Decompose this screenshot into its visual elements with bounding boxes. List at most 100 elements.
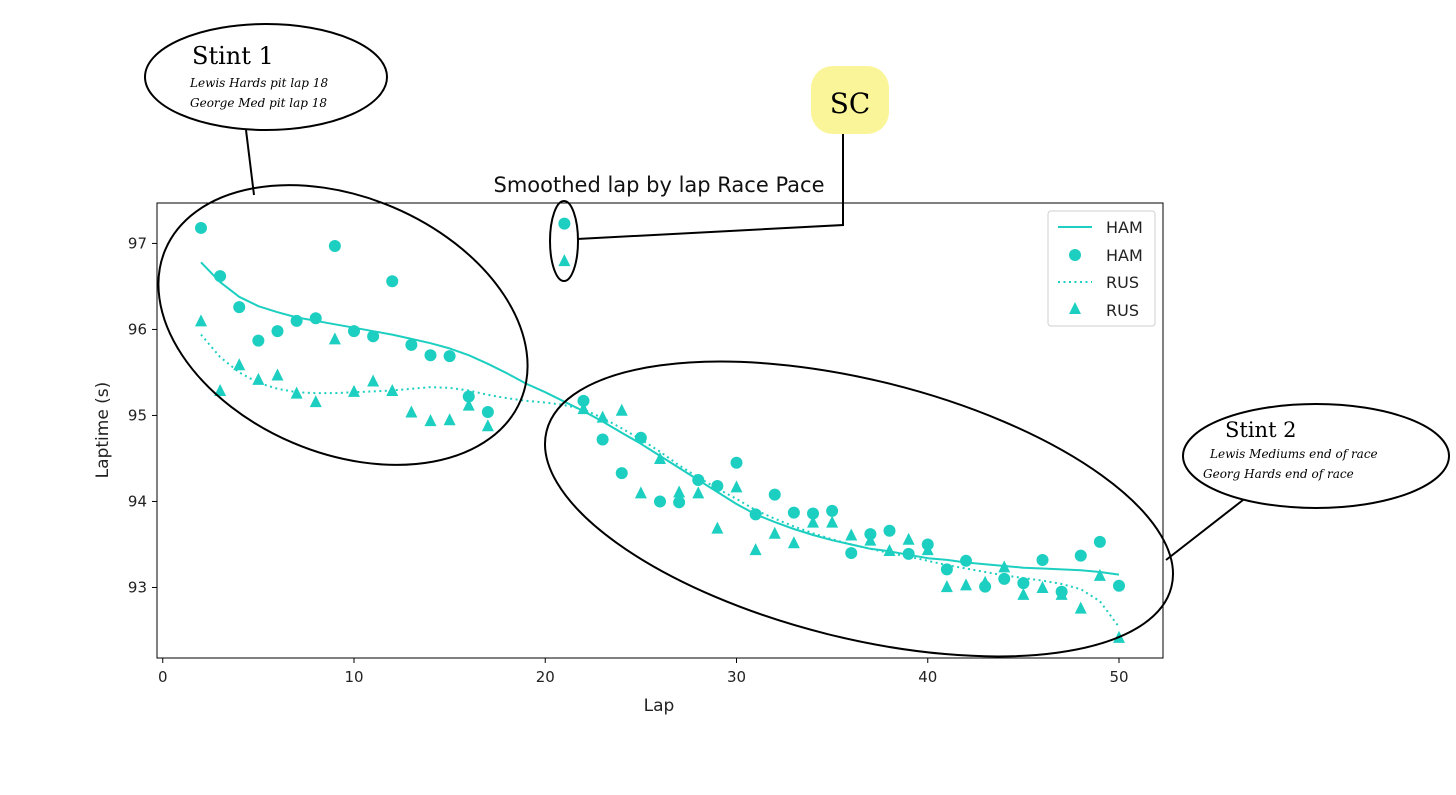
legend: HAM HAM RUS RUS [1047,210,1156,327]
data-point-ham [692,473,705,486]
data-point-rus [443,413,456,426]
data-point-rus [1055,587,1068,600]
data-point-ham [290,314,303,327]
stint1-title: Stint 1 [192,42,274,70]
legend-label-ham-points: HAM [1106,246,1143,265]
data-point-rus [290,386,303,399]
legend-label-rus-line: RUS [1106,273,1139,292]
data-point-ham [826,504,839,517]
data-point-ham [634,431,647,444]
data-point-rus [960,578,973,591]
data-point-rus [214,384,227,397]
data-point-rus [1074,601,1087,614]
sc-label: SC [830,87,871,120]
sc-annotation: SC [549,66,889,282]
x-axis-label: Lap [644,696,675,716]
data-point-rus [692,486,705,499]
data-point-ham [424,349,437,362]
stint2-ellipse [544,360,1174,658]
data-point-rus [921,543,934,556]
stint2-line1: Lewis Mediums end of race [1209,447,1378,461]
data-point-ham [214,270,227,283]
data-point-ham [405,338,418,351]
data-point-rus [902,532,915,545]
stint1-line2: George Med pit lap 18 [190,96,327,110]
data-point-ham [730,456,743,469]
data-point-ham [902,547,915,560]
data-point-ham [367,330,380,343]
axis-ticks: 0 10 20 30 40 50 93 94 95 96 97 [128,234,1129,686]
data-point-rus [596,410,609,423]
legend-box [1047,210,1156,327]
data-point-ham [252,334,265,347]
stint1-callout-bubble [144,23,388,131]
stint2-annotation: Stint 2 Lewis Mediums end of race Georg … [544,360,1450,658]
sc-ellipse [549,200,579,282]
sc-connector [576,130,844,240]
data-point-rus [309,395,322,408]
data-point-rus [979,575,992,588]
sc-highlight [811,66,889,134]
data-point-rus [768,526,781,539]
x-tick-label: 50 [1109,668,1128,686]
legend-label-rus-points: RUS [1106,301,1139,320]
data-point-ham [328,240,341,253]
data-point-ham [558,217,571,230]
data-point-rus [826,515,839,528]
data-point-rus [386,384,399,397]
y-tick-label: 97 [128,234,147,252]
x-tick-label: 30 [727,668,746,686]
data-point-rus [673,485,686,498]
data-point-ham [1113,579,1126,592]
data-point-rus [1017,587,1030,600]
data-point-ham [194,221,207,234]
data-point-ham [386,275,399,288]
stint2-line2: Georg Hards end of race [1203,467,1354,481]
data-point-ham [596,433,609,446]
data-point-ham [1074,549,1087,562]
data-point-rus [271,368,284,381]
data-point-ham [443,350,456,363]
data-point-ham [787,506,800,519]
data-point-rus [252,372,265,385]
data-point-ham [462,390,475,403]
data-point-rus [577,402,590,415]
data-point-rus [405,405,418,418]
stint2-connector [1165,499,1244,561]
legend-marker-rus [1069,302,1081,314]
data-point-rus [347,384,360,397]
data-point-rus [462,398,475,411]
data-point-rus [730,480,743,493]
data-point-ham [309,312,322,325]
data-point-ham [807,507,820,520]
data-point-rus [864,533,877,546]
data-point-rus [711,521,724,534]
y-tick-label: 96 [128,320,147,338]
stint1-ellipse [157,184,529,466]
data-point-ham [233,301,246,314]
data-point-rus [634,486,647,499]
data-point-ham [347,325,360,338]
data-point-ham [711,479,724,492]
data-point-rus [654,451,666,464]
data-point-rus [1093,568,1106,581]
data-point-ham [1093,535,1106,548]
y-tick-label: 94 [128,492,147,510]
data-point-rus [424,414,437,427]
data-point-ham [673,496,686,509]
data-point-ham [615,467,628,480]
data-point-ham [1036,553,1049,566]
data-point-rus [558,254,571,267]
data-point-rus [787,536,800,549]
data-point-rus [233,358,246,371]
data-point-ham [749,508,762,521]
data-point-rus [940,580,953,593]
data-point-ham [271,325,284,338]
stint1-connector [245,129,255,196]
data-point-ham [960,554,973,567]
y-tick-label: 95 [128,406,147,424]
stint2-title: Stint 2 [1225,418,1297,442]
data-point-rus [328,332,341,345]
data-point-rus [749,543,762,556]
